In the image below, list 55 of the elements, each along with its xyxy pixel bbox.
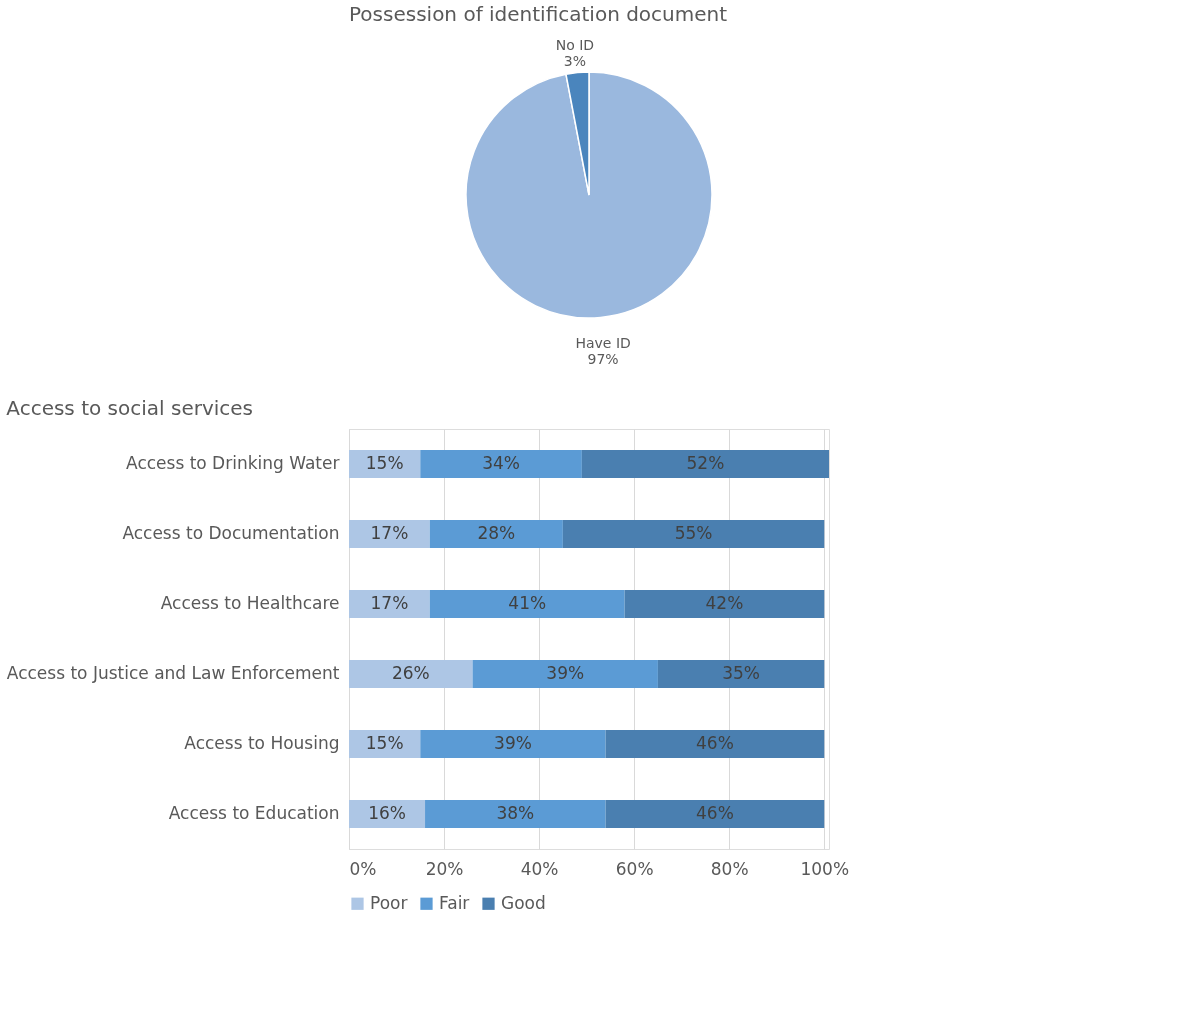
y-tick-label: Access to Housing [184, 733, 340, 753]
y-tick-label: Access to Drinking Water [126, 453, 340, 473]
x-tick-label: 0% [349, 858, 377, 879]
bar [429, 520, 563, 548]
x-tick-label: 100% [800, 858, 850, 879]
data-label: 41% [508, 593, 547, 613]
x-tick-label: 80% [710, 858, 749, 879]
y-tick-label: Access to Justice and Law Enforcement [6, 663, 340, 683]
bar [562, 520, 825, 548]
data-label: 3% [563, 52, 586, 69]
data-label: 17% [370, 593, 409, 613]
data-label: 15% [365, 733, 404, 753]
bar [420, 730, 606, 758]
slice-label: No ID [555, 36, 595, 53]
data-label: 97% [587, 351, 619, 368]
legend-label: Poor [370, 892, 408, 913]
bar [420, 450, 582, 478]
data-label: 46% [696, 733, 734, 753]
data-label: 34% [482, 453, 520, 473]
data-label: 26% [391, 663, 430, 683]
bar [425, 800, 606, 828]
y-tick-label: Access to Education [168, 803, 340, 823]
y-tick-label: Access to Documentation [122, 523, 340, 543]
data-label: 39% [546, 663, 585, 683]
data-label: 52% [686, 453, 725, 473]
data-label: 15% [365, 453, 404, 473]
data-label: 17% [370, 523, 409, 543]
data-label: 39% [494, 733, 532, 753]
bar [605, 800, 825, 828]
pie-slice [465, 71, 713, 319]
bar [581, 450, 829, 478]
y-tick-label: Access to Healthcare [160, 593, 340, 613]
data-label: 28% [477, 523, 516, 543]
chart-title: Possession of identification document [349, 2, 728, 26]
data-label: 55% [674, 523, 713, 543]
data-label: 16% [368, 803, 406, 823]
bar [605, 730, 825, 758]
bar [349, 660, 473, 688]
legend-label: Fair [439, 892, 470, 913]
bar [349, 590, 430, 618]
bar [624, 590, 825, 618]
bar [657, 660, 825, 688]
bar [472, 660, 658, 688]
text: Access to social services [6, 396, 254, 420]
x-tick-label: 40% [520, 858, 559, 879]
bar [429, 590, 625, 618]
legend-label: Good [501, 892, 546, 913]
bar [349, 520, 430, 548]
data-label: 35% [722, 663, 760, 683]
x-tick-label: 60% [615, 858, 654, 879]
data-label: 46% [696, 803, 734, 823]
x-tick-label: 20% [425, 858, 464, 879]
data-label: 38% [496, 803, 535, 823]
data-label: 42% [705, 593, 744, 613]
slice-label: Have ID [575, 335, 631, 352]
